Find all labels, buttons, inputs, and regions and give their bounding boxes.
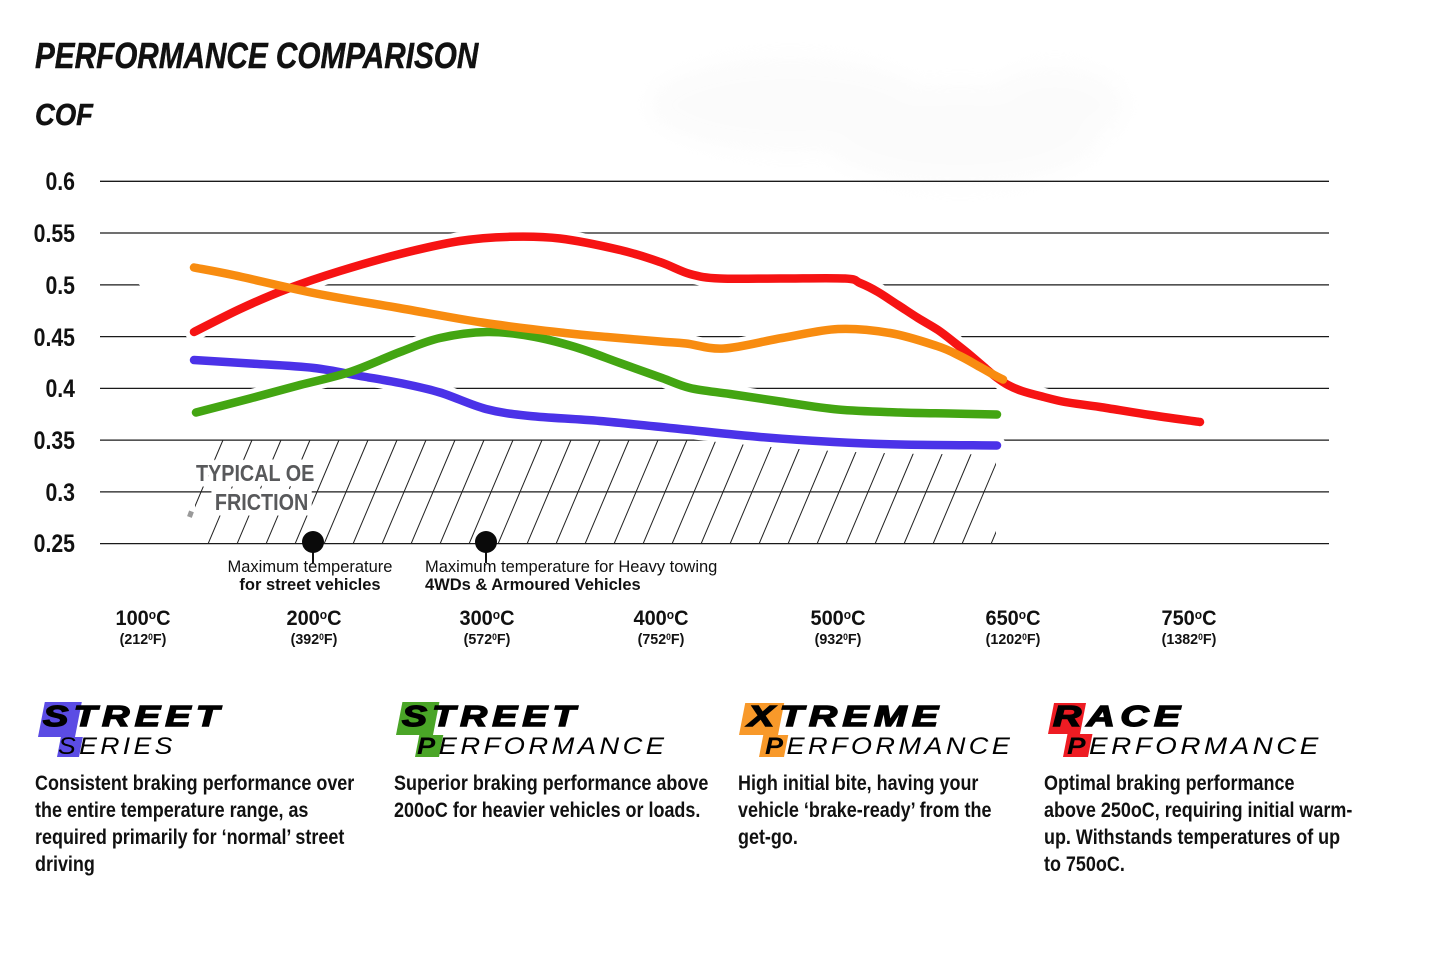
svg-text:TYPICAL OE: TYPICAL OE bbox=[196, 461, 314, 487]
svg-text:FRICTION: FRICTION bbox=[215, 490, 308, 516]
